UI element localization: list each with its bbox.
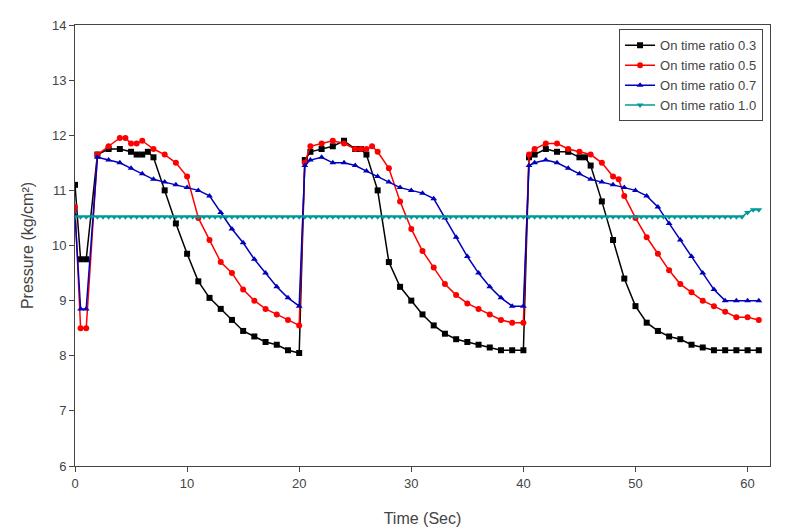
svg-text:9: 9 <box>59 293 66 308</box>
svg-text:7: 7 <box>59 403 66 418</box>
svg-text:40: 40 <box>516 476 530 491</box>
svg-text:20: 20 <box>292 476 306 491</box>
svg-text:13: 13 <box>52 73 66 88</box>
svg-text:12: 12 <box>52 128 66 143</box>
svg-text:50: 50 <box>628 476 642 491</box>
svg-text:On time ratio 0.5: On time ratio 0.5 <box>660 58 756 73</box>
svg-text:8: 8 <box>59 348 66 363</box>
svg-text:10: 10 <box>180 476 194 491</box>
svg-text:30: 30 <box>404 476 418 491</box>
svg-text:11: 11 <box>53 183 67 198</box>
svg-text:Pressure (kg/cm²): Pressure (kg/cm²) <box>19 182 36 309</box>
svg-text:On time ratio 0.3: On time ratio 0.3 <box>660 38 756 53</box>
svg-text:Time (Sec): Time (Sec) <box>384 510 462 527</box>
svg-text:14: 14 <box>52 18 66 33</box>
svg-text:On time ratio 0.7: On time ratio 0.7 <box>660 78 756 93</box>
svg-text:60: 60 <box>740 476 754 491</box>
svg-text:6: 6 <box>59 459 66 474</box>
svg-text:10: 10 <box>52 238 66 253</box>
svg-text:On time ratio 1.0: On time ratio 1.0 <box>660 98 756 113</box>
svg-text:0: 0 <box>71 476 78 491</box>
